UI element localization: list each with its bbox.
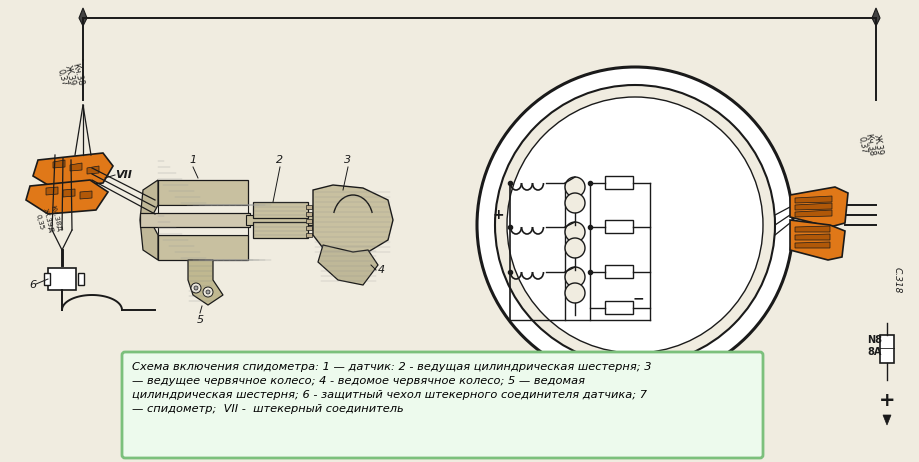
Bar [605, 220, 633, 233]
Polygon shape [46, 187, 58, 195]
Circle shape [565, 193, 585, 213]
Text: 8A: 8A [867, 347, 881, 357]
Bar [253, 222, 308, 238]
Text: +: + [493, 208, 504, 222]
Polygon shape [795, 242, 830, 248]
Text: Ж.39: Ж.39 [62, 65, 77, 87]
Polygon shape [80, 191, 92, 199]
Bar [253, 202, 308, 218]
Bar [158, 235, 248, 260]
Bar [44, 273, 50, 285]
Text: 6: 6 [28, 280, 36, 290]
Circle shape [191, 283, 201, 293]
Text: 2: 2 [277, 155, 284, 165]
Polygon shape [26, 180, 108, 214]
Text: VII: VII [115, 170, 131, 180]
Polygon shape [790, 220, 845, 260]
Text: 4: 4 [378, 265, 385, 275]
Bar [246, 215, 321, 225]
Text: Ж.39Д: Ж.39Д [41, 207, 54, 233]
Text: −: − [632, 291, 644, 305]
Bar [306, 219, 312, 223]
Circle shape [565, 283, 585, 303]
Text: 7: 7 [656, 395, 664, 405]
Text: Кч.38: Кч.38 [864, 133, 877, 157]
Text: Ж.39: Ж.39 [872, 134, 884, 156]
Circle shape [507, 97, 763, 353]
Bar [158, 180, 248, 205]
Text: 1: 1 [189, 155, 197, 165]
Circle shape [565, 238, 585, 258]
Text: С.318: С.318 [893, 267, 902, 293]
Bar [140, 213, 250, 227]
Text: Кч.38: Кч.38 [71, 62, 85, 86]
Bar [306, 212, 312, 216]
Polygon shape [53, 160, 65, 168]
Circle shape [194, 286, 198, 290]
Text: N8: N8 [867, 335, 882, 345]
Circle shape [565, 177, 585, 197]
Text: 0,37: 0,37 [857, 136, 868, 154]
Text: 0,37: 0,37 [55, 68, 69, 88]
Polygon shape [79, 8, 87, 26]
Text: 3: 3 [345, 155, 352, 165]
Polygon shape [795, 226, 830, 232]
FancyBboxPatch shape [122, 352, 763, 458]
Bar [48, 268, 76, 290]
Circle shape [565, 267, 585, 287]
Polygon shape [795, 203, 832, 210]
Polygon shape [318, 245, 378, 285]
Circle shape [565, 222, 585, 242]
Polygon shape [63, 189, 75, 197]
Text: Кч.38Д: Кч.38Д [50, 204, 62, 232]
Text: 5: 5 [197, 315, 204, 325]
Polygon shape [790, 187, 848, 227]
Text: 0,35: 0,35 [35, 213, 45, 231]
Polygon shape [872, 8, 880, 26]
Polygon shape [795, 210, 832, 217]
Bar [605, 176, 633, 189]
Polygon shape [795, 196, 832, 203]
Circle shape [203, 287, 213, 297]
Circle shape [495, 85, 775, 365]
Polygon shape [795, 234, 830, 240]
Bar [306, 205, 312, 209]
Polygon shape [883, 415, 891, 425]
Polygon shape [70, 163, 82, 171]
Bar [880, 335, 894, 363]
Polygon shape [33, 153, 113, 188]
Text: +: + [879, 390, 895, 409]
Circle shape [477, 67, 793, 383]
Polygon shape [188, 260, 223, 305]
Bar [306, 226, 312, 230]
Polygon shape [313, 185, 393, 255]
Bar [605, 265, 633, 278]
Bar [605, 301, 633, 314]
Bar [158, 205, 248, 235]
Text: Схема включения спидометра: 1 — датчик: 2 - ведущая цилиндрическая шестерня; 3
—: Схема включения спидометра: 1 — датчик: … [132, 362, 652, 414]
Circle shape [206, 290, 210, 294]
Bar [78, 273, 84, 285]
Polygon shape [140, 180, 158, 260]
Polygon shape [87, 166, 99, 174]
Bar [306, 233, 312, 237]
